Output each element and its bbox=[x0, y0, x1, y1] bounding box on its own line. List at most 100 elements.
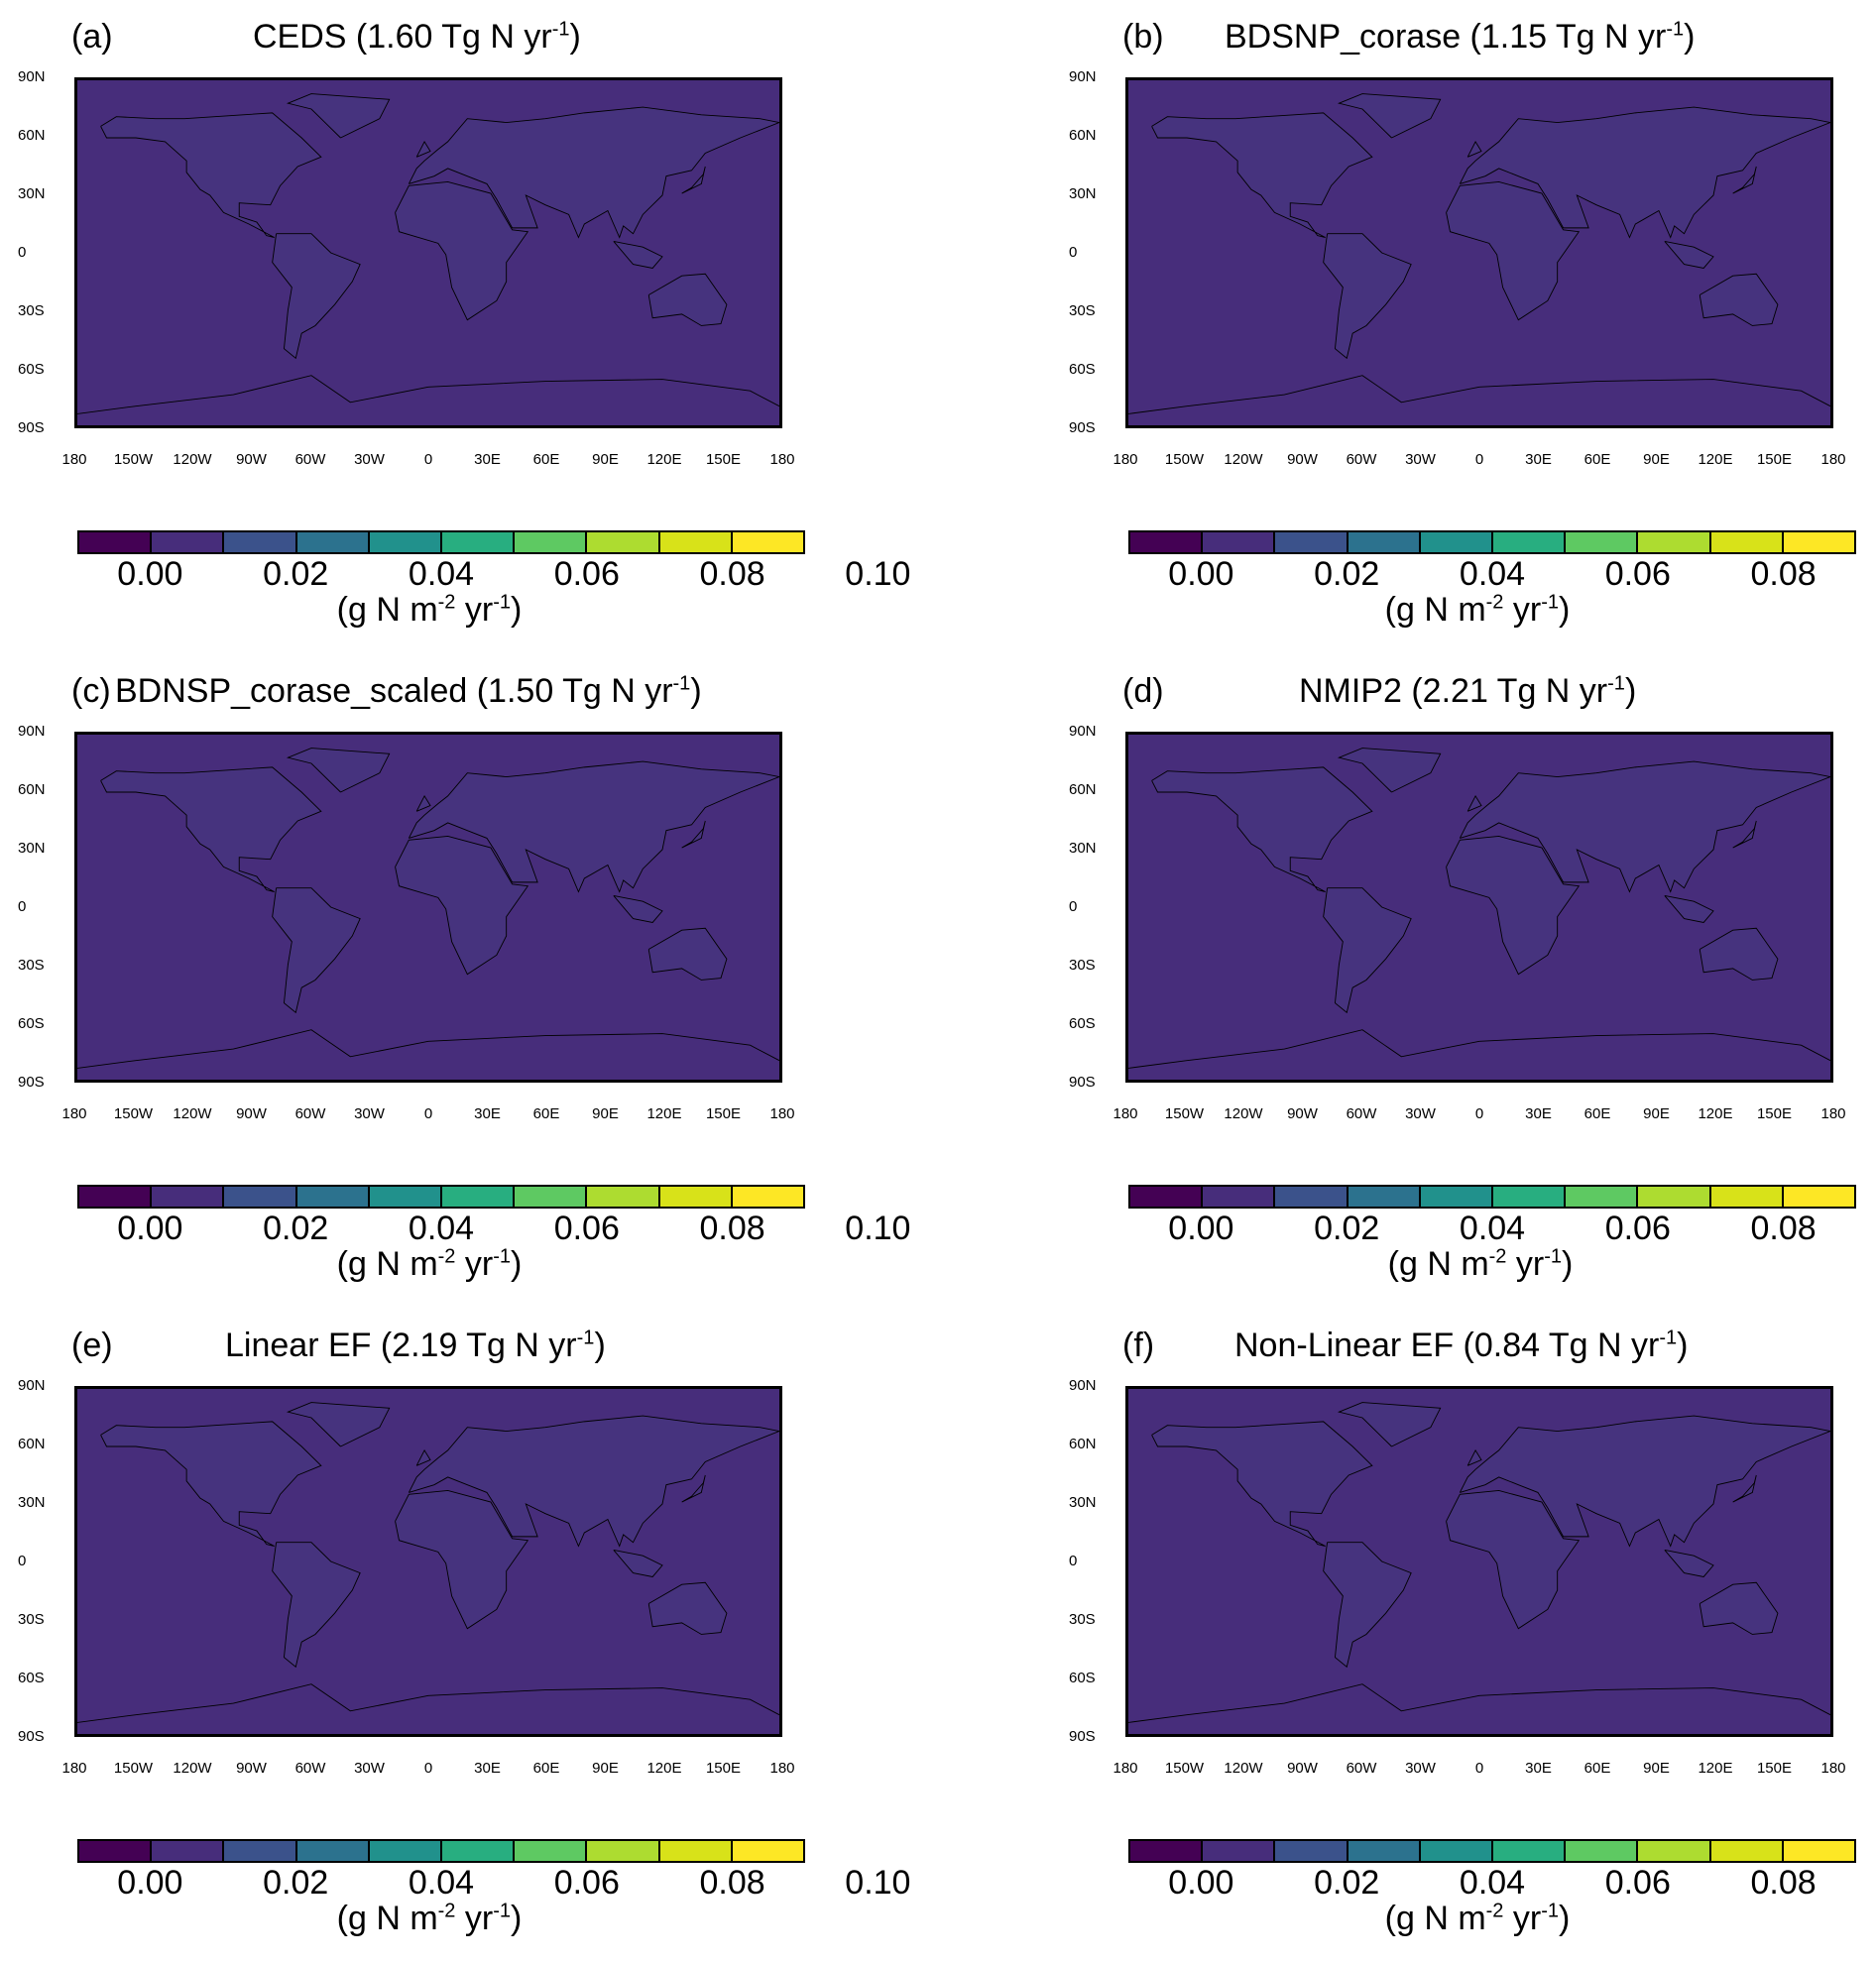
coastline bbox=[416, 796, 430, 811]
colorbar-segment bbox=[515, 532, 588, 552]
colorbar-segment bbox=[587, 532, 660, 552]
colorbar-segment bbox=[732, 1841, 804, 1861]
colorbar-segment bbox=[1420, 1841, 1494, 1861]
longitude-tick-label: 30E bbox=[1525, 451, 1552, 468]
longitude-tick-label: 0 bbox=[1474, 451, 1484, 468]
map-area bbox=[74, 732, 782, 1083]
colorbar-segment bbox=[1638, 1187, 1711, 1207]
coastline bbox=[682, 167, 706, 193]
longitude-tick-label: 180 bbox=[1113, 451, 1138, 468]
longitude-tick-label: 180 bbox=[769, 451, 795, 468]
longitude-tick-label: 120W bbox=[1224, 1760, 1263, 1777]
colorbar-segment bbox=[224, 1841, 297, 1861]
colorbar-segment bbox=[79, 1841, 153, 1861]
colorbar bbox=[1128, 1839, 1856, 1863]
colorbar-tick-label: 0.08 bbox=[699, 555, 765, 593]
longitude-tick-label: 150W bbox=[1164, 451, 1205, 468]
coastline bbox=[1152, 113, 1372, 238]
latitude-tick-label: 60S bbox=[18, 361, 45, 378]
latitude-tick-label: 90S bbox=[1069, 1728, 1096, 1745]
colorbar-tick-label: 0.04 bbox=[408, 1210, 475, 1247]
longitude-tick-label: 150E bbox=[705, 1105, 742, 1122]
colorbar-segment bbox=[296, 532, 370, 552]
latitude-tick-label: 0 bbox=[1069, 1553, 1078, 1569]
colorbar-tick-label: 0.04 bbox=[1459, 555, 1526, 593]
colorbar-segment bbox=[1566, 1841, 1639, 1861]
map-area bbox=[1125, 732, 1833, 1083]
latitude-tick-label: 90S bbox=[18, 419, 45, 436]
longitude-tick-label: 180 bbox=[61, 451, 87, 468]
map-area bbox=[74, 77, 782, 428]
longitude-tick-label: 120E bbox=[1698, 1105, 1733, 1122]
latitude-tick-label: 60S bbox=[18, 1015, 45, 1032]
coastline bbox=[77, 1684, 779, 1723]
coastline bbox=[682, 821, 706, 848]
colorbar-segment bbox=[659, 1187, 733, 1207]
colorbar-tick-label: 0.10 bbox=[845, 1210, 911, 1247]
colorbar-tick-label: 0.00 bbox=[1168, 1864, 1234, 1902]
colorbar-unit: (g N m-2 yr-1) bbox=[1384, 1900, 1571, 1937]
latitude-tick-label: 90N bbox=[1069, 68, 1097, 85]
colorbar-tick-label: 0.02 bbox=[263, 1864, 329, 1902]
longitude-tick-label: 30W bbox=[1405, 451, 1436, 468]
longitude-tick-label: 90W bbox=[236, 1760, 267, 1777]
longitude-tick-label: 0 bbox=[1474, 1760, 1484, 1777]
longitude-tick-label: 90E bbox=[1643, 451, 1670, 468]
longitude-tick-label: 180 bbox=[1113, 1760, 1138, 1777]
longitude-tick-label: 90E bbox=[1643, 1760, 1670, 1777]
coastline bbox=[682, 1475, 706, 1502]
latitude-tick-label: 90S bbox=[1069, 419, 1096, 436]
coastline bbox=[1460, 761, 1830, 891]
latitude-tick-label: 60N bbox=[18, 781, 46, 798]
colorbar-tick-label: 0.04 bbox=[1459, 1210, 1526, 1247]
colorbar-segment bbox=[1710, 1841, 1784, 1861]
longitude-tick-label: 90W bbox=[1287, 1105, 1318, 1122]
longitude-tick-label: 180 bbox=[1820, 1760, 1846, 1777]
longitude-tick-label: 150W bbox=[1164, 1105, 1205, 1122]
longitude-tick-label: 120W bbox=[1224, 451, 1263, 468]
coastline bbox=[396, 836, 528, 974]
latitude-tick-label: 60N bbox=[18, 127, 46, 144]
colorbar-tick-label: 0.02 bbox=[1314, 1210, 1380, 1247]
longitude-tick-label: 120W bbox=[173, 1105, 212, 1122]
longitude-tick-label: 150E bbox=[1756, 451, 1793, 468]
longitude-tick-label: 90E bbox=[592, 1760, 619, 1777]
colorbar-tick-label: 0.08 bbox=[1750, 1210, 1817, 1247]
colorbar-tick-label: 0.08 bbox=[1750, 1864, 1817, 1902]
latitude-tick-label: 60N bbox=[1069, 127, 1097, 144]
map-panel-f: (f) Non-Linear EF (0.84 Tg N yr-1) 90N 60… bbox=[1051, 1309, 1876, 1963]
latitude-tick-label: 30N bbox=[1069, 1494, 1097, 1511]
colorbar-segment bbox=[732, 1187, 804, 1207]
latitude-tick-label: 60S bbox=[1069, 1670, 1096, 1686]
longitude-tick-label: 60E bbox=[1583, 1760, 1611, 1777]
colorbar-unit: (g N m-2 yr-1) bbox=[1384, 591, 1571, 629]
longitude-tick-label: 60W bbox=[1346, 1105, 1377, 1122]
longitude-tick-label: 30W bbox=[354, 451, 385, 468]
longitude-tick-label: 0 bbox=[1474, 1105, 1484, 1122]
longitude-tick-label: 180 bbox=[61, 1105, 87, 1122]
latitude-tick-label: 0 bbox=[18, 898, 27, 915]
coastline bbox=[288, 749, 389, 792]
latitude-tick-label: 90S bbox=[1069, 1074, 1096, 1091]
colorbar bbox=[77, 1185, 805, 1209]
colorbar-tick-label: 0.02 bbox=[263, 1210, 329, 1247]
colorbar-segment bbox=[587, 1187, 660, 1207]
coastline bbox=[1467, 142, 1481, 157]
coastline bbox=[1467, 1450, 1481, 1465]
longitude-tick-label: 60W bbox=[1346, 451, 1377, 468]
coastline bbox=[1128, 376, 1830, 414]
colorbar-segment bbox=[224, 532, 297, 552]
colorbar-tick-label: 0.00 bbox=[1168, 555, 1234, 593]
coastline bbox=[1665, 895, 1713, 922]
colorbar-segment bbox=[296, 1187, 370, 1207]
longitude-tick-label: 30E bbox=[1525, 1105, 1552, 1122]
colorbar-segment bbox=[1710, 1187, 1784, 1207]
longitude-tick-label: 180 bbox=[1820, 451, 1846, 468]
colorbar-segment bbox=[1203, 532, 1276, 552]
colorbar-segment bbox=[732, 532, 804, 552]
colorbar-segment bbox=[79, 532, 153, 552]
longitude-tick-label: 30E bbox=[474, 1105, 501, 1122]
longitude-tick-label: 120E bbox=[1698, 1760, 1733, 1777]
panel-label: (f) bbox=[1122, 1327, 1155, 1364]
longitude-tick-label: 120E bbox=[646, 451, 682, 468]
